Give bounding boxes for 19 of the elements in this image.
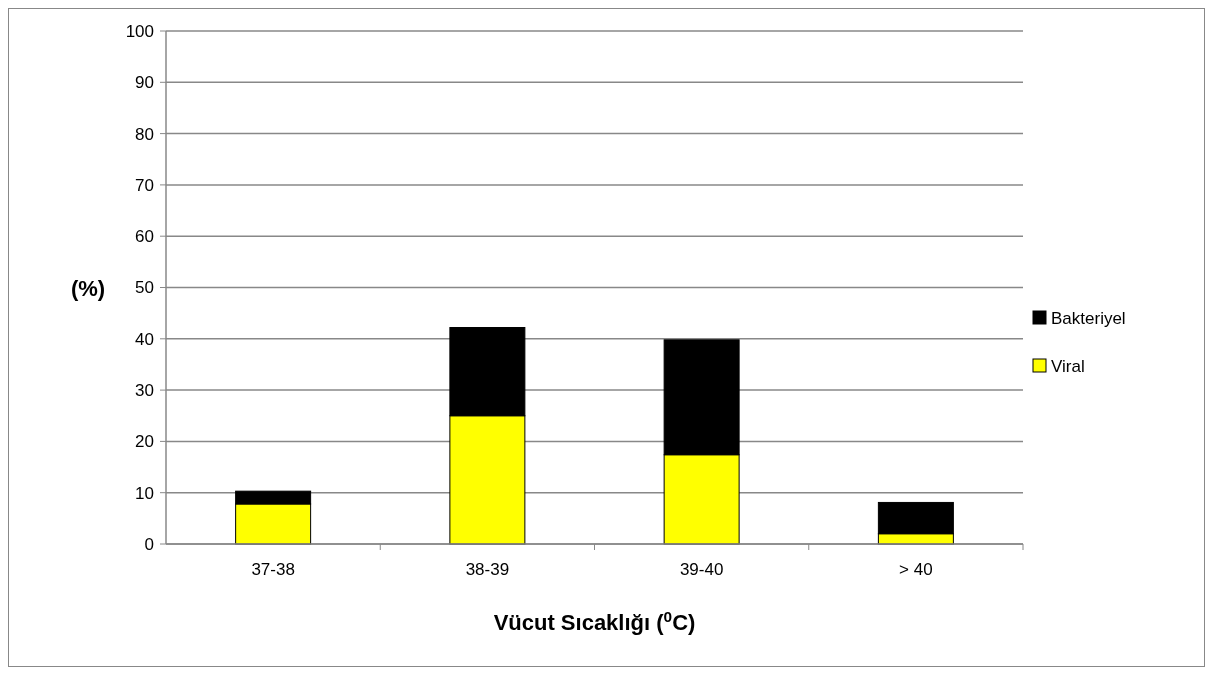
y-tick-label: 80 [135, 124, 154, 144]
y-axis-title: (%) [70, 275, 106, 301]
legend-label: Bakteriyel [1051, 308, 1126, 328]
y-tick-label: 60 [135, 227, 154, 247]
y-tick-label: 10 [135, 483, 154, 503]
y-tick-label: 90 [135, 73, 154, 93]
y-tick-label: 30 [135, 381, 154, 401]
legend-label: Viral [1051, 356, 1085, 376]
y-tick-label: 0 [144, 534, 154, 554]
x-tick-label: 37-38 [251, 560, 295, 579]
x-axis-title: Vücut Sıcaklığı ($^{0}$C) [493, 607, 696, 635]
y-tick-label: 100 [125, 21, 154, 41]
x-tick-label: 39-40 [679, 560, 724, 579]
y-tick-label: 40 [135, 329, 154, 349]
y-tick-label: 70 [135, 175, 154, 195]
x-tick-label: 38-39 [465, 560, 510, 579]
y-tick-label: 50 [135, 278, 154, 298]
y-tick-label: 20 [135, 432, 154, 452]
x-tick-label: > 40 [899, 560, 933, 579]
